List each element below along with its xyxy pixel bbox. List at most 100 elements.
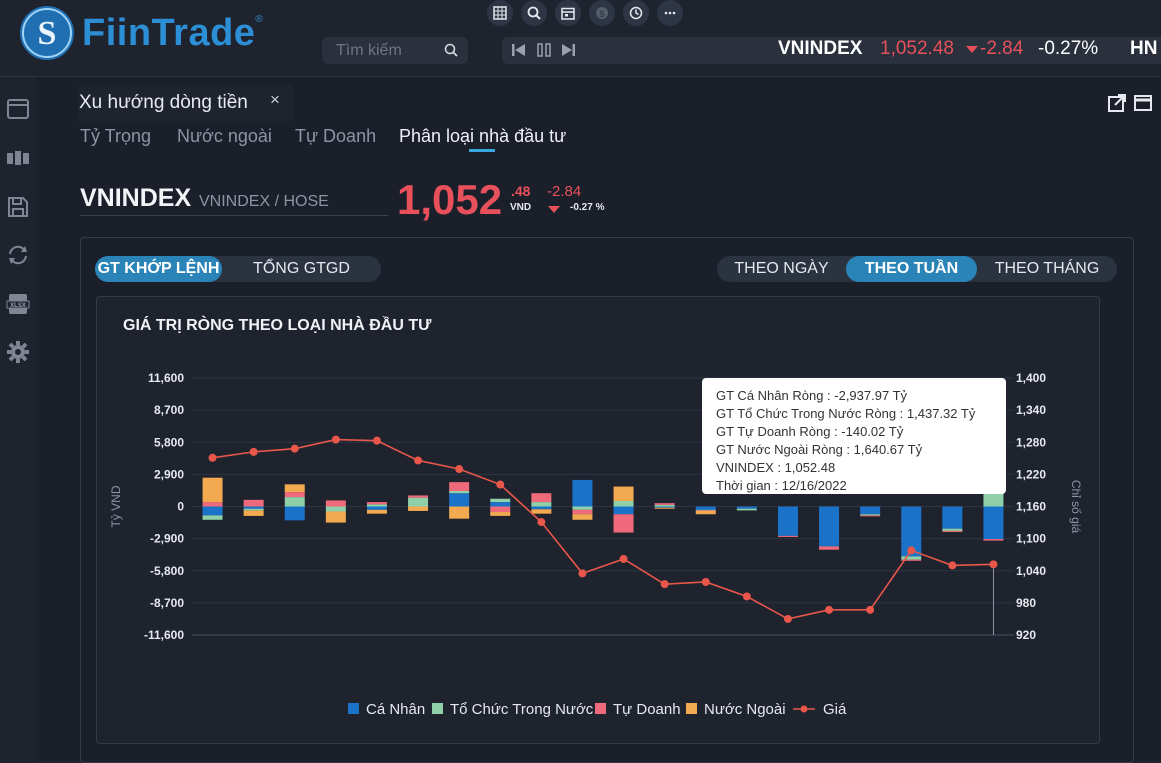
bar-ca-nhan — [243, 506, 264, 509]
ticker-name-next[interactable]: HN — [1130, 38, 1158, 59]
refresh-icon[interactable] — [6, 243, 30, 267]
window-controls — [1108, 94, 1152, 117]
more-icon[interactable] — [657, 0, 683, 26]
bar-nuoc-ngoai — [572, 514, 593, 520]
price-point — [372, 436, 381, 445]
subtab-phan-loai-nha-dau-tu[interactable]: Phân loại nhà đầu tư — [399, 126, 567, 146]
xlsx-icon[interactable]: XLSX — [6, 292, 30, 316]
bar-tu-doanh — [490, 506, 511, 513]
y-tick-label: 5,800 — [154, 435, 184, 449]
ticker-player — [502, 37, 1161, 64]
y2-tick-label: 1,340 — [1016, 403, 1046, 417]
bar-to-chuc-trong-nuoc — [860, 514, 881, 516]
y-tick-label: 0 — [177, 500, 184, 514]
save-icon[interactable] — [6, 195, 30, 219]
gt-khop-lenh-button[interactable]: GT KHỚP LỆNH — [95, 256, 222, 282]
legend-swatch — [800, 705, 808, 713]
price-point — [989, 560, 998, 569]
table-icon[interactable] — [487, 0, 513, 26]
net-value-chart[interactable]: 11,600 8,700 5,800 2,900 0 -2,900 -5,800 -8,700… — [96, 296, 1098, 742]
index-change: -2.84 — [547, 183, 582, 200]
bar-ca-nhan — [736, 506, 757, 509]
period-toggle: THEO NGÀY THEO TUẦN THEO THÁNG — [717, 256, 1117, 282]
tooltip-tu-doanh: GT Tự Doanh Ròng : -140.02 Tỷ — [716, 424, 904, 439]
bar-tu-doanh — [654, 503, 675, 505]
coin-icon[interactable]: $ — [589, 0, 615, 26]
price-point — [537, 518, 546, 527]
skip-back-icon[interactable] — [511, 42, 527, 63]
tab-xu-huong-dong-tien[interactable] — [78, 85, 293, 121]
pause-icon[interactable] — [536, 42, 552, 63]
legend-label: Cá Nhân — [366, 701, 425, 718]
search-icon[interactable] — [444, 43, 458, 62]
subtab-tu-doanh[interactable]: Tự Doanh — [295, 126, 377, 146]
bar-ca-nhan — [572, 479, 593, 507]
search-zoom-icon[interactable] — [521, 0, 547, 26]
calendar-icon[interactable] — [555, 0, 581, 26]
price-point — [414, 456, 423, 465]
bar-to-chuc-trong-nuoc — [572, 506, 593, 510]
price-line — [212, 438, 994, 620]
bar-ca-nhan — [531, 506, 552, 510]
window-icon[interactable] — [6, 97, 30, 121]
bar-nuoc-ngoai — [654, 507, 675, 509]
index-price-decimal: .48 — [511, 183, 531, 199]
tong-gtgd-button[interactable]: TỔNG GTGD — [253, 260, 350, 277]
index-change-percent: -0.27 % — [570, 202, 605, 213]
y2-tick-label: 1,160 — [1016, 500, 1046, 514]
bar-nuoc-ngoai — [490, 512, 511, 516]
subtab-ty-trong[interactable]: Tỷ Trọng — [80, 126, 152, 146]
price-point — [907, 546, 916, 555]
search-input[interactable] — [334, 40, 438, 62]
brand-logo[interactable]: S FiinTrade ® — [20, 6, 263, 60]
skip-forward-icon[interactable] — [560, 42, 576, 63]
index-name: VNINDEX — [80, 184, 192, 212]
popout-icon[interactable] — [1108, 94, 1126, 117]
bar-to-chuc-trong-nuoc — [901, 556, 922, 560]
maximize-icon[interactable] — [1134, 94, 1152, 117]
bar-tu-doanh — [613, 514, 634, 533]
bar-ca-nhan — [983, 506, 1004, 540]
compare-icon[interactable] — [6, 146, 30, 170]
close-icon[interactable]: × — [270, 90, 280, 109]
y2-tick-label: 980 — [1016, 596, 1036, 610]
price-point — [208, 453, 217, 462]
index-underline — [80, 215, 388, 216]
ticker-price: 1,052.48 — [880, 38, 954, 59]
y2-tick-label: 1,040 — [1016, 564, 1046, 578]
bar-tu-doanh — [819, 546, 840, 550]
bar-to-chuc-trong-nuoc — [243, 508, 264, 511]
price-point — [290, 444, 299, 453]
y-tick-label: -5,800 — [150, 564, 184, 578]
bar-nuoc-ngoai — [695, 510, 716, 515]
ticker-name[interactable]: VNINDEX — [778, 38, 863, 59]
bar-to-chuc-trong-nuoc — [613, 500, 634, 507]
y-tick-label: -2,900 — [150, 532, 184, 546]
y2-axis-label: Chỉ số giá — [1069, 480, 1083, 534]
settings-icon[interactable] — [6, 340, 30, 364]
logo-mark-icon: S — [20, 6, 74, 60]
price-point — [783, 614, 792, 623]
bar-nuoc-ngoai — [449, 506, 470, 519]
clock-icon[interactable] — [623, 0, 649, 26]
legend-label: Nước Ngoài — [704, 701, 786, 718]
legend-swatch — [432, 703, 443, 714]
bar-tu-doanh — [408, 495, 429, 498]
bar-ca-nhan — [613, 506, 634, 515]
search-box[interactable] — [322, 37, 468, 64]
theo-ngay-button[interactable]: THEO NGÀY — [734, 260, 829, 277]
price-point — [496, 480, 505, 489]
theo-thang-button[interactable]: THEO THÁNG — [994, 260, 1100, 277]
price-point — [578, 569, 587, 578]
bar-nuoc-ngoai — [531, 509, 552, 514]
y-tick-label: 8,700 — [154, 403, 184, 417]
brand-name: FiinTrade — [82, 11, 256, 54]
bar-tu-doanh — [777, 535, 798, 537]
theo-tuan-button[interactable]: THEO TUẦN — [846, 256, 977, 282]
bar-to-chuc-trong-nuoc — [983, 490, 1004, 507]
ticker-percent: -0.27% — [1038, 38, 1099, 59]
subtab-nuoc-ngoai[interactable]: Nước ngoài — [177, 126, 272, 146]
svg-text:$: $ — [599, 9, 604, 19]
tooltip-nuoc-ngoai: GT Nước Ngoài Ròng : 1,640.67 Tỷ — [716, 442, 923, 457]
tooltip-vnindex: VNINDEX : 1,052.48 — [716, 460, 836, 475]
